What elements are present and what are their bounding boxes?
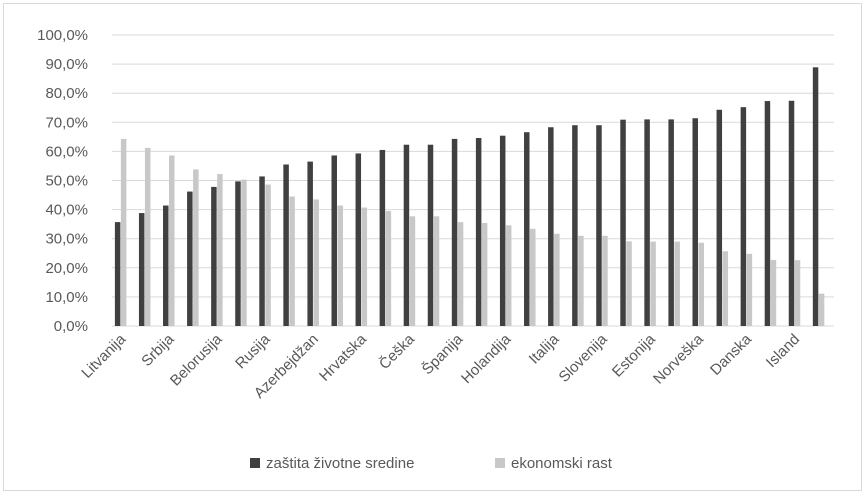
- bar-zastita: [475, 138, 482, 326]
- bar-zastita: [114, 222, 121, 326]
- x-category-label: Danska: [707, 330, 755, 378]
- bar-ekonomski: [770, 259, 777, 326]
- bar-ekonomski: [193, 169, 199, 326]
- bar-ekonomski: [794, 260, 801, 326]
- y-tick-label: 20,0%: [45, 260, 88, 277]
- bar-ekonomski: [409, 216, 416, 326]
- bar-zastita: [355, 153, 362, 326]
- x-category-label: Slovenija: [556, 330, 612, 386]
- x-category-label: Island: [763, 331, 803, 371]
- bar-zastita: [788, 100, 795, 327]
- y-tick-label: 30,0%: [45, 231, 88, 248]
- legend-swatch-ekonomski: [495, 458, 505, 468]
- x-category-label: Italija: [526, 330, 563, 367]
- bar-zastita: [211, 186, 217, 326]
- bar-zastita: [620, 119, 626, 327]
- bar-zastita: [572, 125, 578, 327]
- bar-zastita: [187, 191, 193, 326]
- bar-ekonomski: [144, 147, 151, 326]
- y-tick-label: 50,0%: [45, 173, 88, 190]
- bar-ekonomski: [722, 251, 729, 326]
- bar-zastita: [716, 109, 723, 326]
- y-tick-label: 10,0%: [45, 289, 88, 306]
- bar-ekonomski: [361, 207, 368, 326]
- bar-zastita: [307, 161, 313, 326]
- bar-zastita: [427, 144, 434, 326]
- bar-zastita: [668, 119, 674, 326]
- bar-chart: 0,0% 10,0% 20,0% 30,0% 40,0% 50,0% 60,0% 70,0% 8…: [37, 27, 834, 472]
- legend-label-zastita: zaštita životne sredine: [266, 455, 414, 472]
- bar-zastita: [163, 205, 169, 326]
- y-tick-label: 70,0%: [45, 114, 88, 131]
- x-category-label: Litvanija: [78, 330, 129, 381]
- bar-ekonomski: [698, 242, 704, 326]
- bar-ekonomski: [337, 205, 343, 326]
- x-category-label: Češka: [376, 330, 419, 373]
- bar-zastita: [548, 127, 554, 326]
- x-category-label: Španija: [419, 330, 467, 378]
- y-tick-label: 80,0%: [45, 85, 88, 102]
- bar-ekonomski: [578, 235, 584, 326]
- legend-label-ekonomski: ekonomski rast: [511, 455, 613, 472]
- x-category-label: Holandija: [458, 330, 515, 387]
- bar-zastita: [235, 181, 241, 326]
- bar-zastita: [499, 135, 506, 326]
- bar-ekonomski: [265, 184, 271, 326]
- bar-ekonomski: [481, 222, 488, 326]
- x-category-label: Hrvatska: [316, 330, 370, 384]
- bar-zastita: [764, 101, 771, 326]
- bar-zastita: [403, 144, 410, 326]
- bar-ekonomski: [120, 138, 127, 326]
- bar-ekonomski: [433, 216, 440, 326]
- bar-zastita: [331, 155, 337, 326]
- bar-ekonomski: [313, 199, 319, 326]
- bar-zastita: [283, 164, 289, 326]
- bar-ekonomski: [650, 241, 656, 326]
- x-category-label: Belorusija: [167, 330, 226, 389]
- x-category-label: Srbija: [138, 330, 178, 370]
- bar-ekonomski: [217, 174, 223, 326]
- bar-ekonomski: [169, 155, 175, 326]
- bar-ekonomski: [674, 241, 680, 326]
- bar-zastita: [812, 67, 819, 327]
- y-tick-label: 0,0%: [54, 318, 88, 335]
- y-tick-label: 100,0%: [37, 27, 88, 44]
- bar-zastita: [379, 149, 386, 326]
- y-tick-label: 90,0%: [45, 56, 88, 73]
- y-tick-label: 60,0%: [45, 143, 88, 160]
- legend-swatch-zastita: [250, 458, 260, 468]
- bar-ekonomski: [530, 228, 536, 326]
- legend: zaštita životne sredine ekonomski rast: [250, 455, 613, 472]
- bar-zastita: [740, 107, 747, 326]
- bar-zastita: [596, 125, 602, 327]
- bar-ekonomski: [457, 222, 464, 326]
- bar-zastita: [644, 119, 650, 326]
- bar-ekonomski: [602, 235, 608, 326]
- bar-ekonomski: [385, 211, 392, 326]
- bar-ekonomski: [554, 233, 560, 326]
- bars: [114, 67, 825, 327]
- gridlines: [112, 34, 834, 327]
- bar-ekonomski: [746, 253, 753, 326]
- bar-ekonomski: [505, 225, 512, 326]
- chart-frame: 0,0% 10,0% 20,0% 30,0% 40,0% 50,0% 60,0% 70,0% 8…: [3, 3, 862, 491]
- bar-zastita: [451, 138, 458, 326]
- x-category-label: Rusija: [232, 330, 274, 372]
- bar-ekonomski: [818, 293, 825, 326]
- bar-zastita: [692, 118, 698, 326]
- y-tick-label: 40,0%: [45, 202, 88, 219]
- bar-zastita: [524, 132, 530, 326]
- bar-ekonomski: [626, 241, 632, 326]
- x-category-label: Norveška: [650, 330, 707, 387]
- bar-zastita: [138, 213, 145, 326]
- bar-zastita: [259, 176, 265, 326]
- bar-ekonomski: [241, 179, 247, 326]
- bar-ekonomski: [289, 196, 295, 326]
- y-axis-tick-labels: 0,0% 10,0% 20,0% 30,0% 40,0% 50,0% 60,0% 70,0% 8…: [37, 27, 88, 335]
